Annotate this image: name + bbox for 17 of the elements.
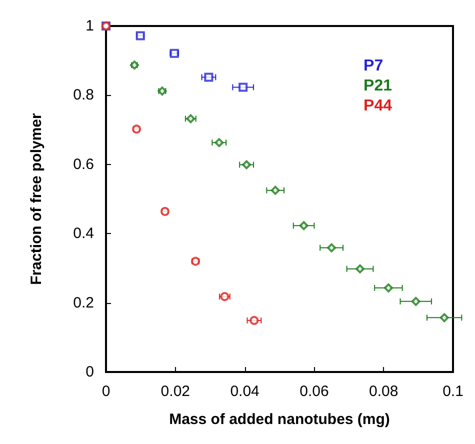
x-tick-label: 0.04 xyxy=(230,383,260,400)
text: P44 xyxy=(364,98,392,114)
y-tick-label: 1 xyxy=(86,18,94,34)
x-tick-label: 0.02 xyxy=(160,383,190,400)
y-tick-label: 0.2 xyxy=(73,294,94,312)
y-tick-label: 0.8 xyxy=(73,86,94,104)
x-tick-label: 0.1 xyxy=(442,383,464,400)
x-axis-title: Mass of added nanotubes (mg) xyxy=(169,411,390,428)
y-tick-label: 0.4 xyxy=(73,225,94,242)
text: P21 xyxy=(364,78,392,94)
text: P7 xyxy=(364,58,384,74)
y-tick-label: 0.6 xyxy=(73,156,94,173)
y-tick-label: 0 xyxy=(86,364,94,380)
x-tick-label: 0.08 xyxy=(369,383,398,400)
x-tick-label: 0 xyxy=(102,383,110,400)
y-axis-title: Fraction of free polymer xyxy=(28,112,45,285)
x-tick-label: 0.06 xyxy=(300,383,329,400)
